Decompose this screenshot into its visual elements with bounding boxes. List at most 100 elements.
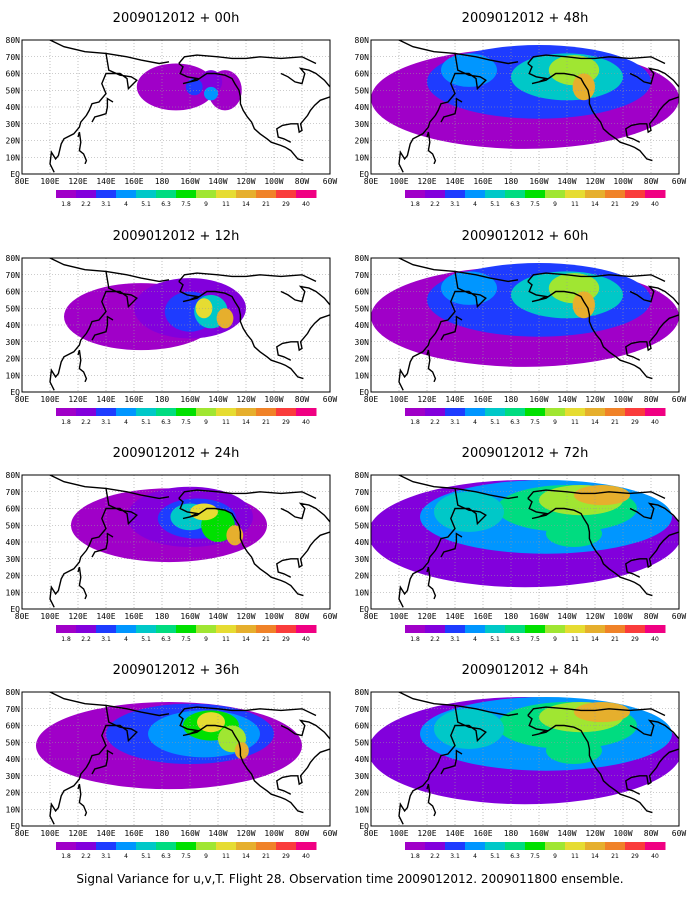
- x-tick-label: 160W: [180, 829, 199, 838]
- colorbar-swatch: [296, 190, 317, 198]
- colorbar-label: 7.5: [530, 419, 540, 426]
- colorbar-label: 5.1: [141, 201, 151, 208]
- x-tick-label: 160E: [473, 829, 492, 838]
- x-tick-label: 120W: [585, 395, 604, 404]
- y-tick-label: 70N: [6, 53, 21, 62]
- colorbar-swatch: [405, 842, 426, 850]
- map-frame: [370, 39, 680, 175]
- y-tick-label: 50N: [6, 521, 21, 530]
- x-tick-label: 120W: [236, 829, 255, 838]
- y-tick-label: 60N: [6, 70, 21, 79]
- colorbar-swatch: [605, 842, 626, 850]
- colorbar-label: 3.1: [450, 201, 460, 208]
- x-tick-label: 100E: [40, 395, 59, 404]
- colorbar-swatch: [505, 190, 526, 198]
- colorbar-label: 7.5: [181, 853, 191, 860]
- x-tick-label: 80W: [295, 395, 310, 404]
- x-tick-label: 140W: [557, 829, 576, 838]
- x-tick-label: 80E: [364, 612, 379, 621]
- colorbar-swatch: [465, 842, 486, 850]
- colorbar-label: 14: [591, 853, 599, 860]
- colorbar-swatch: [505, 408, 526, 416]
- variance-contour: [574, 485, 630, 506]
- x-tick-label: 100E: [40, 612, 59, 621]
- colorbar: 1.8 2.2 3.1 4 5.1 6.3 7.5 9 11 14 21 29 40: [405, 190, 666, 208]
- coastline: [625, 748, 679, 795]
- colorbar-label: 6.3: [510, 853, 520, 860]
- coastline: [527, 62, 653, 162]
- colorbar-label: 4: [473, 419, 477, 426]
- coastline: [527, 706, 666, 717]
- coastline: [91, 315, 114, 341]
- figure-caption: Signal Variance for u,v,T. Flight 28. Ob…: [76, 872, 624, 886]
- colorbar-swatch: [136, 408, 157, 416]
- coastlines: [49, 40, 330, 173]
- y-tick-label: 30N: [355, 120, 370, 129]
- colorbar-swatch: [96, 842, 117, 850]
- x-tick-label: 160W: [180, 395, 199, 404]
- colorbar-label: 9: [204, 853, 208, 860]
- colorbar: 1.8 2.2 3.1 4 5.1 6.3 7.5 9 11 14 21 29 40: [405, 408, 666, 426]
- panel-title: 2009012012 + 60h: [462, 229, 589, 244]
- y-tick-label: 80N: [6, 36, 21, 45]
- colorbar-label: 11: [571, 636, 579, 643]
- coastline: [398, 271, 487, 391]
- coastline: [629, 285, 679, 306]
- y-tick-label: 70N: [355, 53, 370, 62]
- variance-contour: [546, 737, 602, 765]
- colorbar-label: 21: [611, 636, 619, 643]
- y-tick-label: 20N: [6, 355, 21, 364]
- x-tick-label: 120W: [585, 612, 604, 621]
- y-tick-label: 40N: [355, 538, 370, 547]
- colorbar-label: 2.2: [81, 201, 91, 208]
- x-tick-label: 180: [155, 612, 170, 621]
- x-tick-label: 120W: [236, 395, 255, 404]
- coastline: [426, 566, 437, 600]
- panel-title: 2009012012 + 36h: [113, 663, 240, 678]
- variance-contour: [441, 53, 497, 87]
- colorbar-label: 7.5: [530, 636, 540, 643]
- map-panel-p36: 2009012012 + 36h 80E 100E 120E 140E 160E 180 16…: [6, 663, 338, 860]
- colorbar-swatch: [445, 842, 466, 850]
- gridlines: [371, 475, 679, 609]
- coastlines: [398, 258, 679, 391]
- panel-title: 2009012012 + 48h: [462, 11, 589, 26]
- y-tick-label: 40N: [355, 755, 370, 764]
- y-tick-label: 80N: [355, 688, 370, 697]
- colorbar-swatch: [116, 625, 137, 633]
- y-tick-label: 80N: [6, 688, 21, 697]
- colorbar-label: 1.8: [61, 853, 71, 860]
- colorbar-swatch: [116, 842, 137, 850]
- variance-field: [136, 63, 242, 111]
- x-tick-label: 80E: [15, 829, 30, 838]
- colorbar-label: 5.1: [141, 853, 151, 860]
- coastline: [398, 53, 487, 173]
- panel-title: 2009012012 + 24h: [113, 446, 240, 461]
- colorbar-swatch: [485, 408, 506, 416]
- x-tick-label: 180: [155, 177, 170, 186]
- colorbar-label: 1.8: [410, 201, 420, 208]
- coastline: [426, 783, 437, 817]
- colorbar-label: 7.5: [181, 636, 191, 643]
- colorbar: 1.8 2.2 3.1 4 5.1 6.3 7.5 9 11 14 21 29 40: [56, 842, 317, 860]
- colorbar-label: 6.3: [161, 419, 171, 426]
- colorbar-label: 3.1: [450, 419, 460, 426]
- coastlines: [49, 692, 330, 825]
- variance-contour: [574, 702, 630, 723]
- colorbar-swatch: [605, 408, 626, 416]
- colorbar-swatch: [445, 190, 466, 198]
- x-tick-label: 60W: [323, 395, 338, 404]
- x-tick-label: 160E: [124, 612, 143, 621]
- coastline: [178, 62, 304, 162]
- y-tick-label: 10N: [6, 371, 21, 380]
- colorbar-swatch: [196, 408, 217, 416]
- coastline: [178, 489, 317, 500]
- y-tick-label: EQ: [359, 170, 369, 179]
- colorbar-swatch: [565, 190, 586, 198]
- y-tick-label: 20N: [355, 355, 370, 364]
- y-tick-label: EQ: [10, 822, 20, 831]
- y-tick-label: 60N: [6, 722, 21, 731]
- colorbar-label: 5.1: [490, 853, 500, 860]
- colorbar-label: 29: [631, 419, 639, 426]
- coastline: [625, 96, 679, 143]
